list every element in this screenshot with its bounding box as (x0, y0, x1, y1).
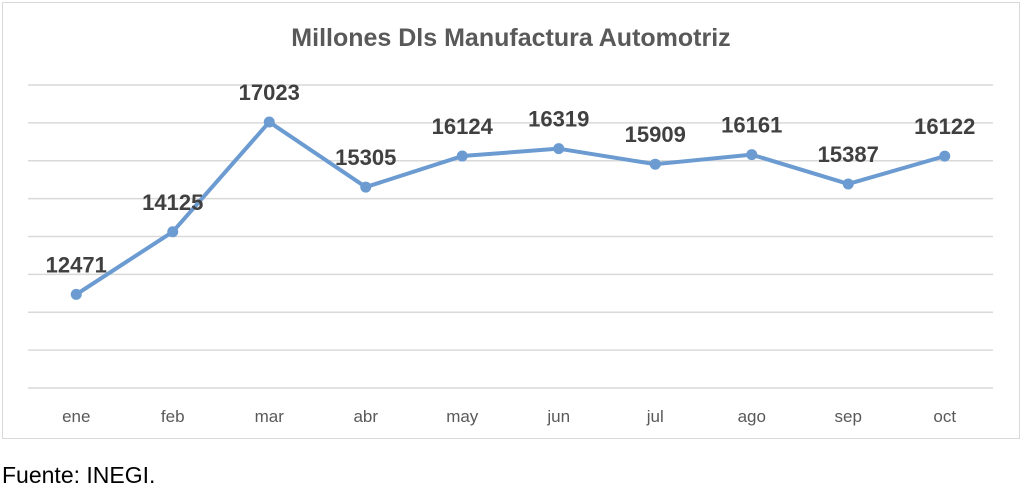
x-tick-label: may (446, 407, 479, 426)
x-tick-label: jul (646, 407, 664, 426)
data-label: 12471 (46, 252, 107, 277)
x-tick-label: oct (933, 407, 956, 426)
data-point (167, 226, 179, 238)
data-point (939, 150, 951, 162)
data-point (70, 288, 82, 300)
data-point (553, 143, 565, 155)
source-note: Fuente: INEGI. (2, 462, 156, 488)
x-tick-label: abr (353, 407, 378, 426)
data-label: 15305 (335, 145, 396, 170)
x-tick-label: mar (255, 407, 285, 426)
x-tick-label: ago (738, 407, 766, 426)
chart-title: Millones Dls Manufactura Automotriz (291, 24, 730, 52)
x-tick-label: sep (835, 407, 862, 426)
series-line (75, 120, 946, 297)
data-label: 15387 (818, 142, 879, 167)
data-label: 16122 (914, 114, 975, 139)
data-point (746, 149, 758, 161)
data-label: 14125 (142, 190, 203, 215)
x-tick-label: ene (62, 407, 90, 426)
data-point (263, 116, 275, 128)
chart-frame (2, 2, 1020, 439)
data-label: 16124 (432, 114, 494, 139)
data-point (456, 150, 468, 162)
data-label: 16319 (528, 107, 589, 132)
x-tick-label: jun (546, 407, 570, 426)
data-label: 16161 (721, 113, 782, 138)
line-chart: Millones Dls Manufactura Automotriz ene f… (28, 24, 993, 426)
data-label: 15909 (625, 122, 686, 147)
data-point (842, 178, 854, 190)
data-point (649, 158, 661, 170)
data-label: 17023 (239, 80, 300, 105)
x-tick-label: feb (161, 407, 185, 426)
data-point (360, 181, 372, 193)
